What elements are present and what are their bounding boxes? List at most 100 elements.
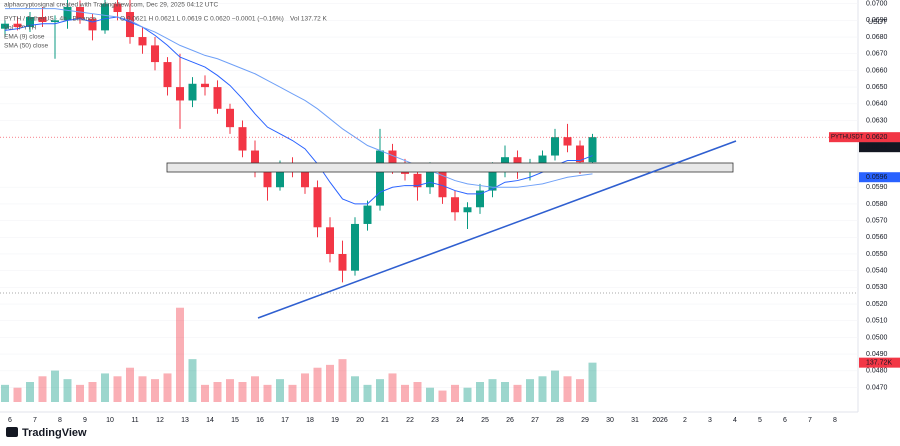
x-tick-label: 14 [206, 417, 214, 424]
volume-bar [313, 367, 322, 402]
volume-bar [26, 382, 34, 402]
y-tick-label: 0.0690 [866, 17, 888, 24]
candle-body [251, 150, 259, 171]
x-tick-label: 16 [256, 417, 264, 424]
volume-bar [588, 362, 597, 402]
y-tick-label: 0.0500 [866, 334, 888, 341]
volume-bar [576, 379, 584, 402]
candle-body [326, 227, 334, 254]
candle-body [388, 150, 397, 166]
price-badge-label: 0.0620 [866, 134, 888, 141]
plot-area: 0.0700 0.0690 0.0680 0.0670 0.0660 0.0650 0.06… [0, 0, 900, 424]
volume-bar [513, 384, 522, 402]
volume-bar [213, 382, 222, 402]
candle-body [426, 170, 434, 188]
candle-body [1, 23, 9, 29]
candle-body [163, 62, 172, 88]
volume-bar [426, 387, 434, 402]
x-tick-label: 27 [531, 417, 539, 424]
candle-body [338, 253, 347, 271]
volume-bar [351, 376, 359, 402]
candle-body [13, 23, 22, 28]
volume-bar [488, 379, 497, 402]
y-tick-label: 0.0680 [866, 34, 888, 41]
y-tick-label: 0.0640 [866, 101, 888, 108]
y-tick-label: 0.0480 [866, 368, 888, 375]
indicator-line [5, 8, 593, 188]
x-tick-label: 20 [356, 417, 364, 424]
candle-body [151, 45, 159, 63]
x-tick-label: 8 [833, 417, 837, 424]
legend-volume: Vol · PYTH [4, 25, 36, 32]
legend-ema: EMA (9) close [4, 34, 45, 41]
volume-bar [13, 387, 22, 402]
credit: alphacryptosignal created with TradingVi… [4, 2, 218, 9]
candle-body [113, 3, 122, 13]
price-badge [859, 172, 900, 183]
x-tick-label: 13 [181, 417, 189, 424]
volume-bar [138, 376, 147, 402]
volume-bar [101, 373, 109, 402]
x-tick-label: 15 [231, 417, 239, 424]
volume-bar [363, 384, 372, 402]
y-tick-label: 0.0700 [866, 1, 888, 8]
x-tick-label: 2 [683, 417, 687, 424]
candle-body [588, 137, 597, 163]
x-tick-label: 21 [381, 417, 389, 424]
x-tick-label: 25 [481, 417, 489, 424]
volume-badge [859, 357, 900, 368]
candle-body [301, 170, 309, 188]
resistance-zone [166, 162, 734, 173]
candle-body [313, 187, 322, 228]
volume-badge-label: 137.72K [866, 359, 892, 366]
y-tick-label: 0.0470 [866, 384, 888, 391]
x-tick-label: 6 [783, 417, 787, 424]
y-tick-label: 0.0590 [866, 184, 888, 191]
volume-text: Vol 137.72 K [290, 16, 328, 23]
volume-bar [151, 379, 159, 402]
volume-bar [76, 384, 84, 402]
volume-bar [301, 373, 309, 402]
volume-bar [413, 382, 422, 402]
y-tick-label: 0.0560 [866, 234, 888, 241]
legend-sma: SMA (50) close [4, 43, 48, 50]
volume-bar [501, 382, 509, 402]
candle-body [76, 7, 84, 19]
x-tick-label: 2026 [652, 417, 668, 424]
candle-body [263, 170, 272, 188]
candle-body [576, 145, 584, 163]
candle-body [176, 87, 184, 101]
symbol-title: PYTH / TetherUS · 4h · Binance [4, 16, 96, 23]
y-tick-label: 0.0660 [866, 67, 888, 74]
x-tick-label: 10 [106, 417, 114, 424]
candle-body [451, 197, 459, 213]
candle-body [226, 108, 234, 128]
y-tick-label: 0.0510 [866, 318, 888, 325]
volume-bar [388, 373, 397, 402]
x-tick-label: 11 [131, 417, 138, 424]
y-tick-label: 0.0490 [866, 351, 888, 358]
candle-body [63, 7, 72, 21]
x-tick-label: 24 [456, 417, 464, 424]
y-tick-label: 0.0630 [866, 117, 888, 124]
candle-body [138, 37, 147, 46]
price-badge-label: 0.0596 [866, 174, 888, 181]
x-tick-label: 28 [556, 417, 564, 424]
volume-bar [288, 384, 297, 402]
volume-bar [563, 376, 572, 402]
symbol-label: PYTHUSDT [831, 135, 864, 141]
currency: USDT [868, 19, 888, 26]
volume-bar [401, 384, 409, 402]
x-tick-label: 7 [808, 417, 812, 424]
volume-bar [113, 376, 122, 402]
candle-body [126, 12, 134, 38]
candle-body [413, 173, 422, 188]
volume-bar [226, 379, 234, 402]
brand-logo [6, 427, 18, 437]
candle-body [188, 83, 197, 101]
volume-bar [51, 370, 59, 402]
volume-bar [1, 384, 9, 402]
y-tick-label: 0.0550 [866, 251, 888, 258]
